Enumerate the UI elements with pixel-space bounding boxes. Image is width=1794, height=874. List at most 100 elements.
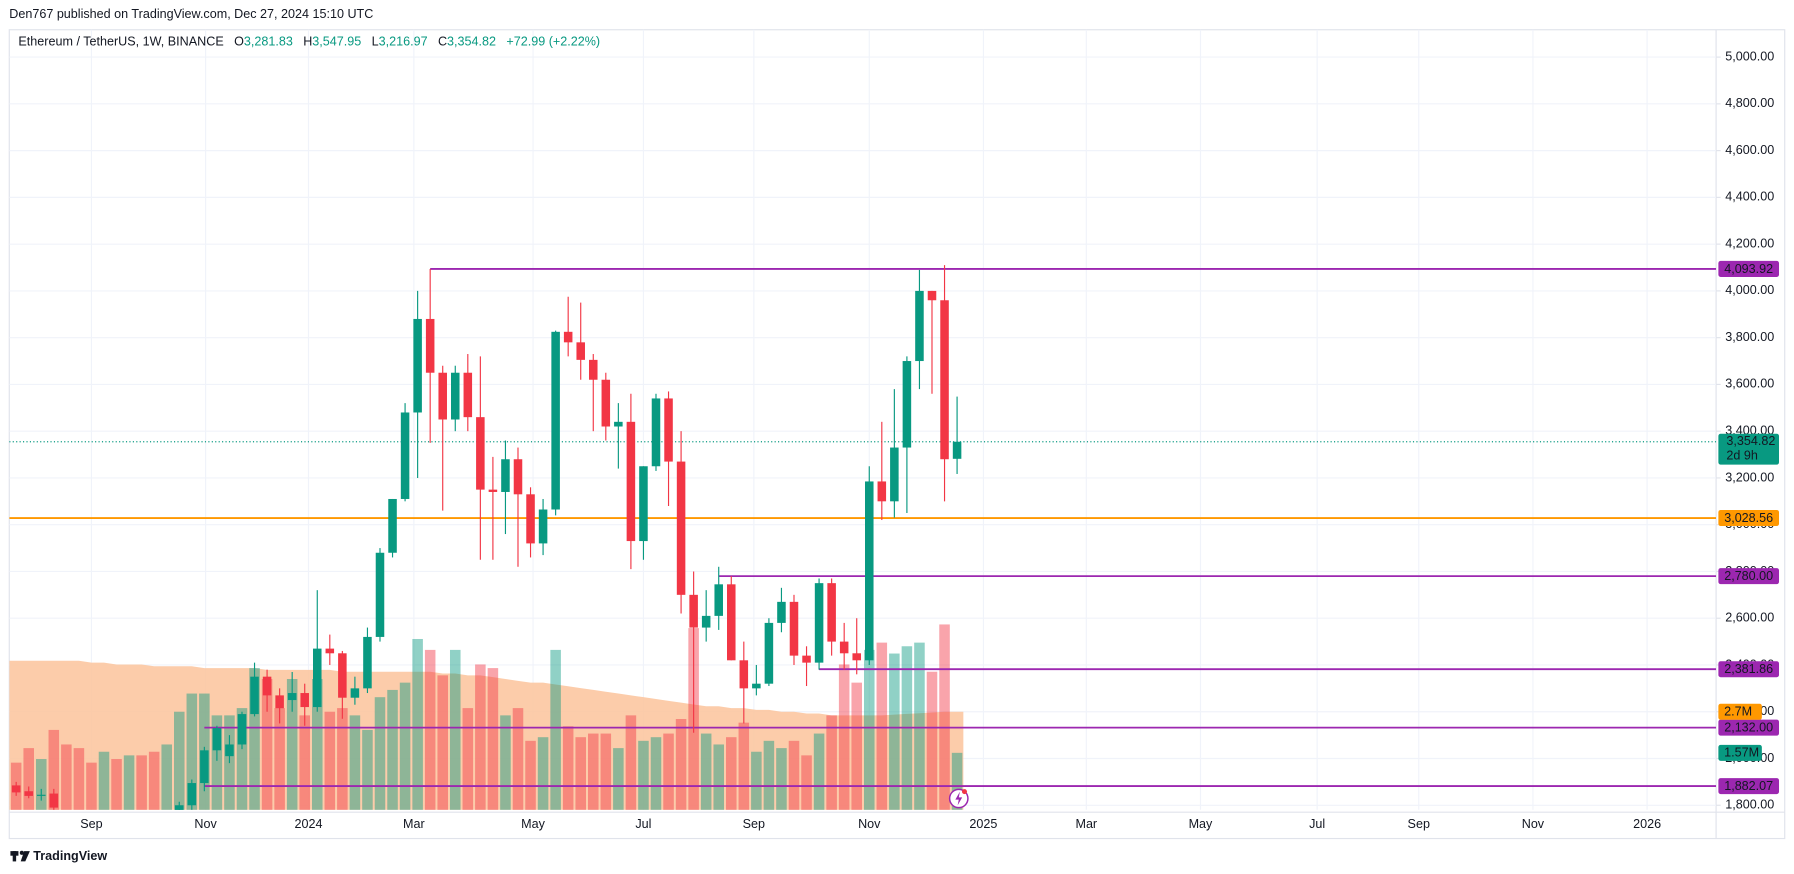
y-tick-label: 1,800.00 <box>1725 798 1774 812</box>
snapshot-icon <box>948 788 969 809</box>
candle-body <box>526 494 535 544</box>
volume-bar <box>362 729 373 810</box>
volume-bar <box>337 708 348 810</box>
last-price-box <box>1718 433 1780 465</box>
volume-bar <box>274 708 285 810</box>
candle-body <box>940 300 949 460</box>
legend: Ethereum / TetherUS, 1W, BINANCE O3,281.… <box>18 35 600 49</box>
volume-bar <box>61 744 72 810</box>
candle-body <box>877 481 887 502</box>
legend-key: L <box>372 35 379 49</box>
volume-bar <box>851 682 862 810</box>
y-tick-label: 5,000.00 <box>1725 49 1774 63</box>
volume-bar <box>713 744 724 810</box>
volume-bar <box>738 722 750 810</box>
volume-bar <box>575 737 586 810</box>
volume-bar <box>625 715 637 810</box>
brand-name: TradingView <box>33 849 107 863</box>
volume-bar <box>324 711 336 810</box>
candle-body <box>501 459 510 492</box>
level-label-box <box>1718 260 1780 277</box>
legend-value: 3,354.82 <box>447 35 496 49</box>
candle-body <box>413 318 422 413</box>
level-label-box <box>1718 568 1780 585</box>
candle-body <box>664 398 673 462</box>
volume-bar <box>801 755 812 810</box>
volume-bar <box>123 755 135 810</box>
y-tick-label: 4,800.00 <box>1725 96 1774 110</box>
volume-bar <box>525 740 536 810</box>
volume-bar <box>889 653 900 810</box>
legend-symbol: Ethereum / TetherUS, 1W, BINANCE <box>18 35 223 49</box>
candle-body <box>438 372 447 420</box>
volume-label: 2.7M <box>1724 705 1752 719</box>
published-note: Den767 published on TradingView.com, Dec… <box>9 7 373 21</box>
volume-bar <box>86 762 97 810</box>
candle-body <box>927 290 937 301</box>
level-label: 2,132.00 <box>1724 721 1773 735</box>
volume-bar <box>776 748 787 810</box>
x-tick-label: Sep <box>1408 817 1430 831</box>
volume-bar <box>261 678 273 810</box>
volume-bar <box>763 740 775 810</box>
candle-body <box>865 481 874 661</box>
level-label: 2,381.86 <box>1724 662 1773 676</box>
candle-body <box>375 552 385 637</box>
volume-bar <box>311 678 323 810</box>
volume-bar <box>48 729 60 810</box>
x-tick-label: 2024 <box>294 817 322 831</box>
candle-body <box>839 641 849 654</box>
volume-bar <box>161 744 172 810</box>
volume-bar <box>23 748 34 810</box>
volume-bar <box>751 751 762 810</box>
candle-body <box>388 498 397 553</box>
volume-label-box <box>1718 703 1762 720</box>
volume-bar <box>148 751 160 810</box>
candle-body <box>400 412 410 499</box>
legend-key: O <box>234 35 244 49</box>
level-label-box <box>1718 510 1780 527</box>
x-tick-label: Jul <box>635 817 651 831</box>
volume-bar <box>663 733 674 810</box>
volume-bar <box>863 649 875 810</box>
x-tick-label: Nov <box>194 817 217 831</box>
candle-body <box>174 805 184 810</box>
x-tick-label: 2025 <box>969 817 997 831</box>
volume-bar <box>876 642 888 810</box>
volume-bar <box>399 682 411 810</box>
volume-bar <box>788 740 800 810</box>
volume-bar <box>587 733 599 810</box>
volume-bar <box>725 737 737 810</box>
volume-bar <box>111 759 122 810</box>
volume-bar <box>813 733 825 810</box>
volume-bar <box>236 708 248 810</box>
volume-bar <box>449 649 461 810</box>
x-tick-label: Mar <box>403 817 425 831</box>
volume-bar <box>650 737 662 810</box>
level-label: 4,093.92 <box>1724 262 1773 276</box>
legend-value: 3,281.83 <box>244 35 293 49</box>
candle-body <box>425 318 435 373</box>
x-tick-label: Sep <box>80 817 102 831</box>
volume-bar <box>186 693 198 810</box>
volume-bar <box>600 733 612 810</box>
candle-body <box>538 509 548 544</box>
candle-body <box>739 660 749 689</box>
candle-body <box>902 361 912 448</box>
x-tick-label: Nov <box>858 817 881 831</box>
x-tick-label: May <box>1189 817 1213 831</box>
volume-bar <box>512 708 524 810</box>
candle-body <box>200 750 209 784</box>
candle-body <box>237 714 247 745</box>
volume-bar <box>299 715 310 810</box>
brand-logo <box>10 850 30 862</box>
legend-value: 3,547.95 <box>312 35 361 49</box>
volume-bar <box>638 740 649 810</box>
candle-body <box>513 459 523 495</box>
candle-body <box>952 441 962 459</box>
volume-bar <box>349 715 361 810</box>
level-label: 1,882.07 <box>1724 779 1773 793</box>
volume-bar <box>500 715 511 810</box>
volume-bar <box>838 664 850 810</box>
